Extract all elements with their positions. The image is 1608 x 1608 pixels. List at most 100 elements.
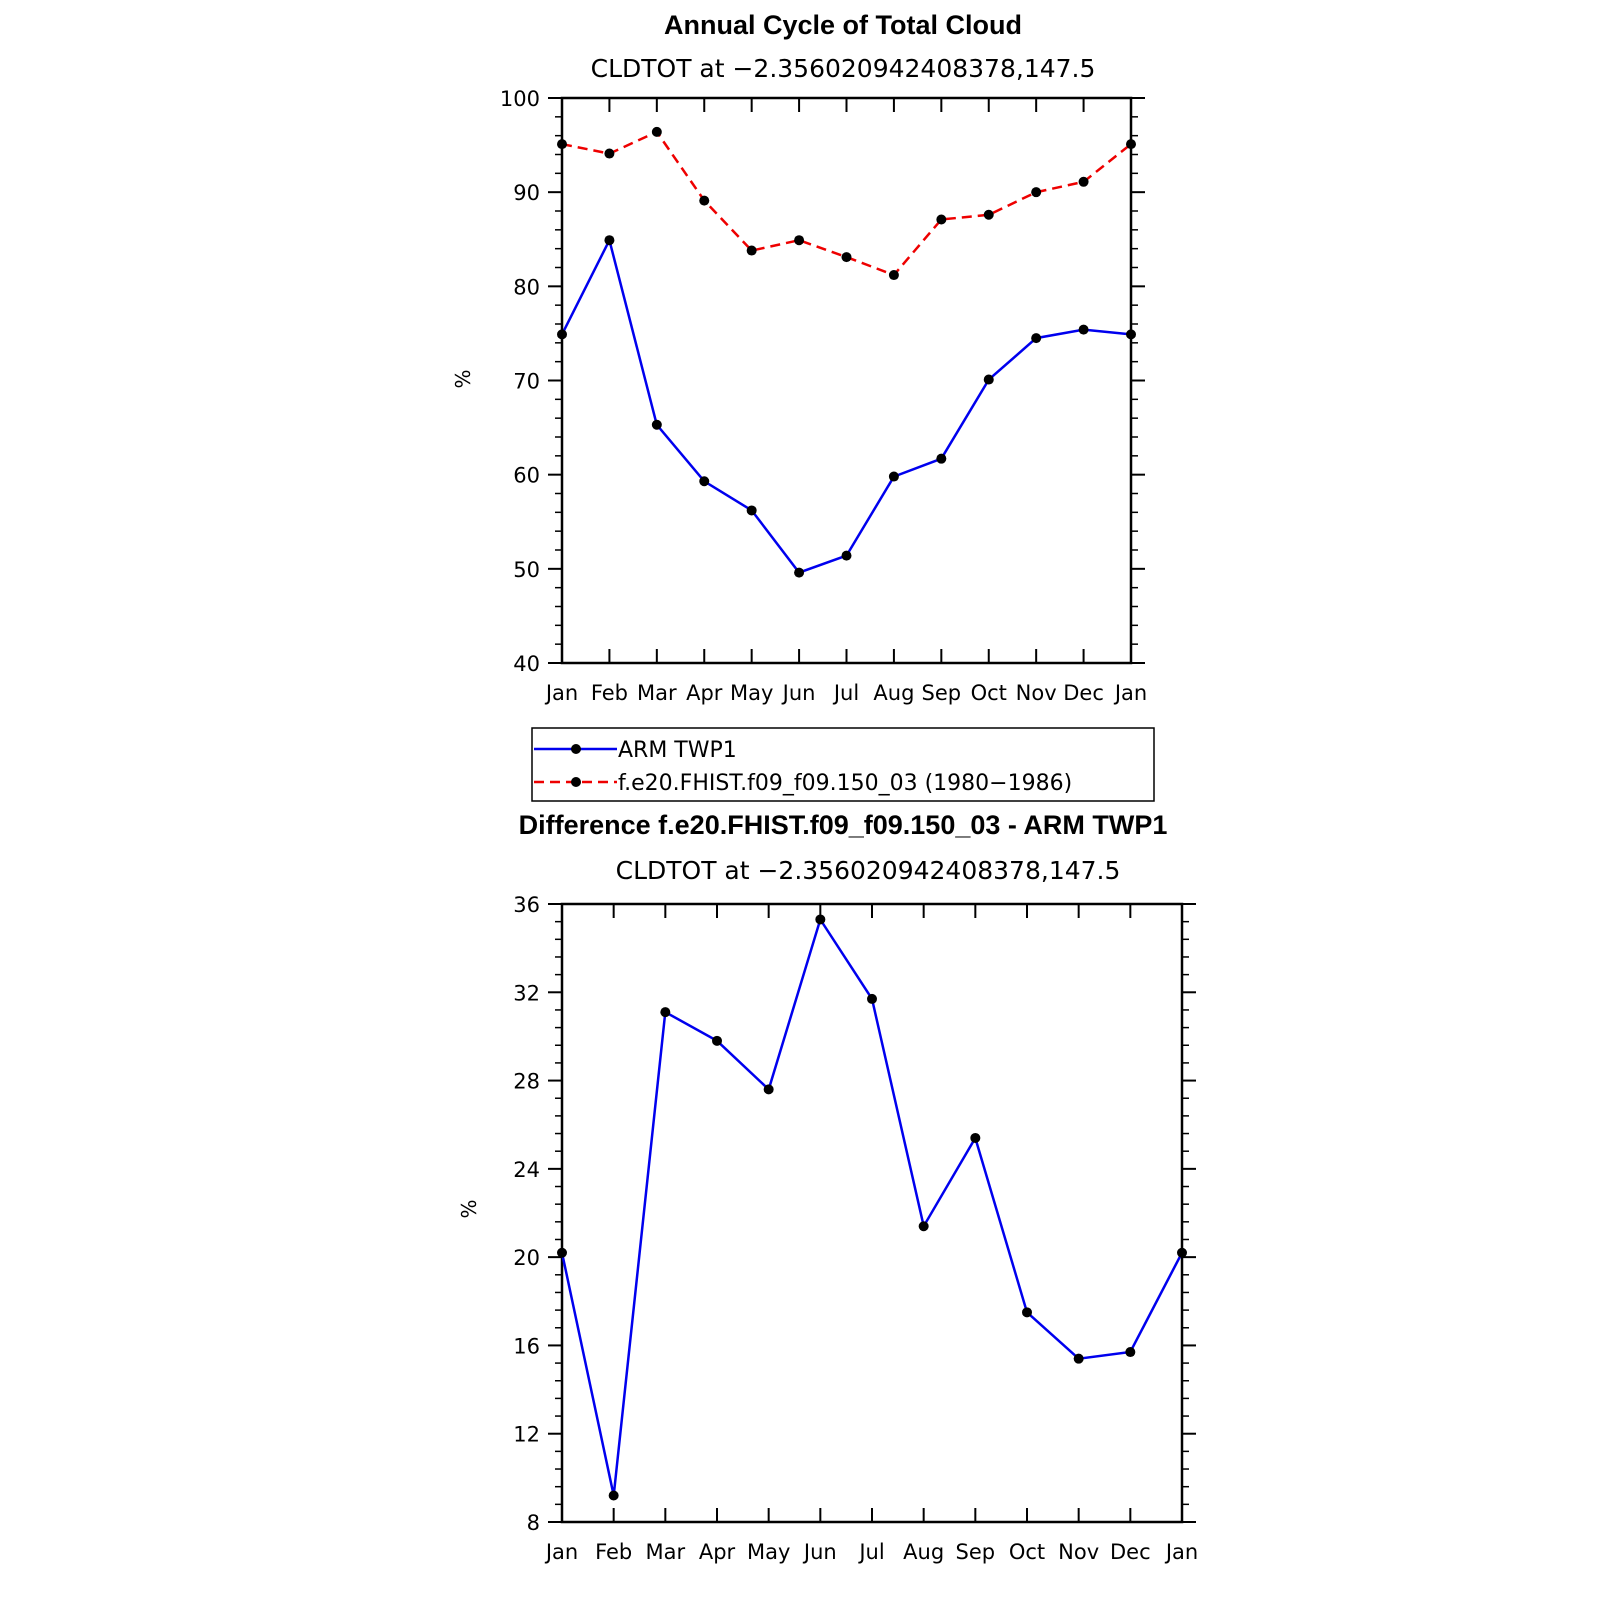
data-point	[608, 1490, 619, 1501]
x-tick-label: Dec	[1063, 681, 1104, 705]
data-point	[1125, 1347, 1136, 1358]
y-tick-label: 50	[513, 558, 540, 582]
data-point	[557, 139, 567, 150]
x-tick-label: May	[730, 681, 773, 705]
x-tick-label: Jan	[544, 1540, 578, 1564]
data-point	[936, 214, 947, 225]
x-tick-label: Mar	[637, 681, 677, 705]
y-tick-label: 12	[513, 1423, 540, 1447]
series-line	[560, 916, 1184, 1496]
x-tick-label: Jun	[802, 1540, 837, 1564]
data-point	[936, 453, 947, 464]
data-point	[794, 235, 805, 246]
data-point	[815, 914, 826, 925]
y-tick-label: 28	[513, 1070, 540, 1094]
data-point	[918, 1221, 929, 1232]
difference-chart: Difference f.e20.FHIST.f09_f09.150_03 - …	[457, 810, 1198, 1564]
legend-box	[531, 727, 1155, 802]
axes: Jan Feb Mar Apr May Jun Jul Aug Sep Oct Nov Dec Jan4…	[500, 87, 1147, 705]
x-tick-label: Nov	[1058, 1540, 1099, 1564]
data-point	[660, 1007, 671, 1018]
y-tick-label: 20	[513, 1246, 540, 1270]
legend-label-arm: ARM TWP1	[618, 738, 737, 763]
data-point	[763, 1084, 774, 1095]
data-point	[651, 126, 662, 137]
data-point	[888, 471, 899, 482]
y-tick-label: 60	[513, 464, 540, 488]
y-tick-label: 80	[513, 275, 540, 299]
y-tick-label: 16	[513, 1334, 540, 1358]
data-point	[983, 374, 994, 385]
x-tick-label: Jan	[1113, 681, 1147, 705]
data-point	[970, 1132, 981, 1143]
data-point	[1078, 324, 1089, 335]
x-tick-label: Sep	[956, 1540, 996, 1564]
x-tick-label: Dec	[1110, 1540, 1151, 1564]
x-tick-label: Jun	[781, 681, 816, 705]
data-point	[1177, 1247, 1187, 1258]
x-tick-label: Apr	[686, 681, 723, 705]
y-tick-label: 100	[500, 87, 540, 111]
x-tick-label: Jul	[832, 681, 859, 705]
data-point	[604, 148, 615, 159]
data-point	[699, 195, 710, 206]
x-tick-label: Apr	[699, 1540, 736, 1564]
x-tick-label: May	[747, 1540, 790, 1564]
y-axis-label: %	[451, 369, 475, 388]
axes: Jan Feb Mar Apr May Jun Jul Aug Sep Oct Nov Dec Jan8…	[513, 893, 1198, 1564]
x-tick-label: Oct	[1009, 1540, 1045, 1564]
y-tick-label: 8	[527, 1511, 540, 1535]
x-tick-label: Feb	[595, 1540, 632, 1564]
legend-marker-model	[571, 777, 581, 787]
data-point	[1073, 1353, 1084, 1364]
data-point	[1031, 333, 1042, 344]
data-point	[1031, 187, 1042, 198]
data-point	[604, 235, 615, 246]
y-axis-label: %	[457, 1199, 481, 1218]
data-point	[651, 419, 662, 430]
x-tick-label: Nov	[1016, 681, 1057, 705]
data-point	[746, 245, 757, 256]
y-tick-label: 36	[513, 893, 540, 917]
x-tick-label: Sep	[922, 681, 962, 705]
x-tick-label: Aug	[873, 681, 914, 705]
plot-frame	[560, 96, 1133, 665]
data-point	[867, 993, 877, 1004]
y-tick-label: 70	[513, 370, 540, 394]
data-point	[1022, 1307, 1032, 1318]
x-tick-label: Jul	[857, 1540, 884, 1564]
data-point	[1078, 176, 1089, 187]
data-point	[746, 505, 757, 516]
series-1	[557, 126, 1136, 281]
chart-title: Difference f.e20.FHIST.f09_f09.150_03 - …	[519, 810, 1168, 840]
legend-label-model: f.e20.FHIST.f09_f09.150_03 (1980−1986)	[618, 771, 1072, 796]
y-tick-label: 90	[513, 181, 540, 205]
data-point	[1126, 329, 1136, 340]
x-tick-label: Jan	[544, 681, 578, 705]
x-tick-label: Oct	[971, 681, 1007, 705]
data-point	[841, 252, 852, 263]
data-point	[1126, 139, 1136, 150]
chart-subtitle: CLDTOT at −2.356020942408378,147.5	[591, 54, 1096, 83]
legend: ARM TWP1 f.e20.FHIST.f09_f09.150_03 (198…	[531, 727, 1155, 802]
data-point	[557, 1247, 567, 1258]
series-0	[557, 914, 1187, 1501]
x-tick-label: Mar	[646, 1540, 686, 1564]
data-point	[841, 550, 852, 561]
data-point	[712, 1035, 722, 1046]
x-tick-label: Aug	[903, 1540, 944, 1564]
x-tick-label: Feb	[591, 681, 628, 705]
data-point	[557, 329, 567, 340]
y-tick-label: 32	[513, 981, 540, 1005]
data-point	[794, 567, 805, 578]
data-point	[983, 209, 994, 220]
y-tick-label: 24	[513, 1158, 540, 1182]
data-point	[699, 476, 710, 487]
annual-cycle-chart: Annual Cycle of Total Cloud CLDTOT at −2…	[451, 10, 1147, 705]
x-tick-label: Jan	[1164, 1540, 1198, 1564]
series-line	[560, 236, 1132, 575]
data-point	[888, 270, 899, 281]
y-tick-label: 40	[513, 652, 540, 676]
chart-title: Annual Cycle of Total Cloud	[664, 10, 1022, 40]
